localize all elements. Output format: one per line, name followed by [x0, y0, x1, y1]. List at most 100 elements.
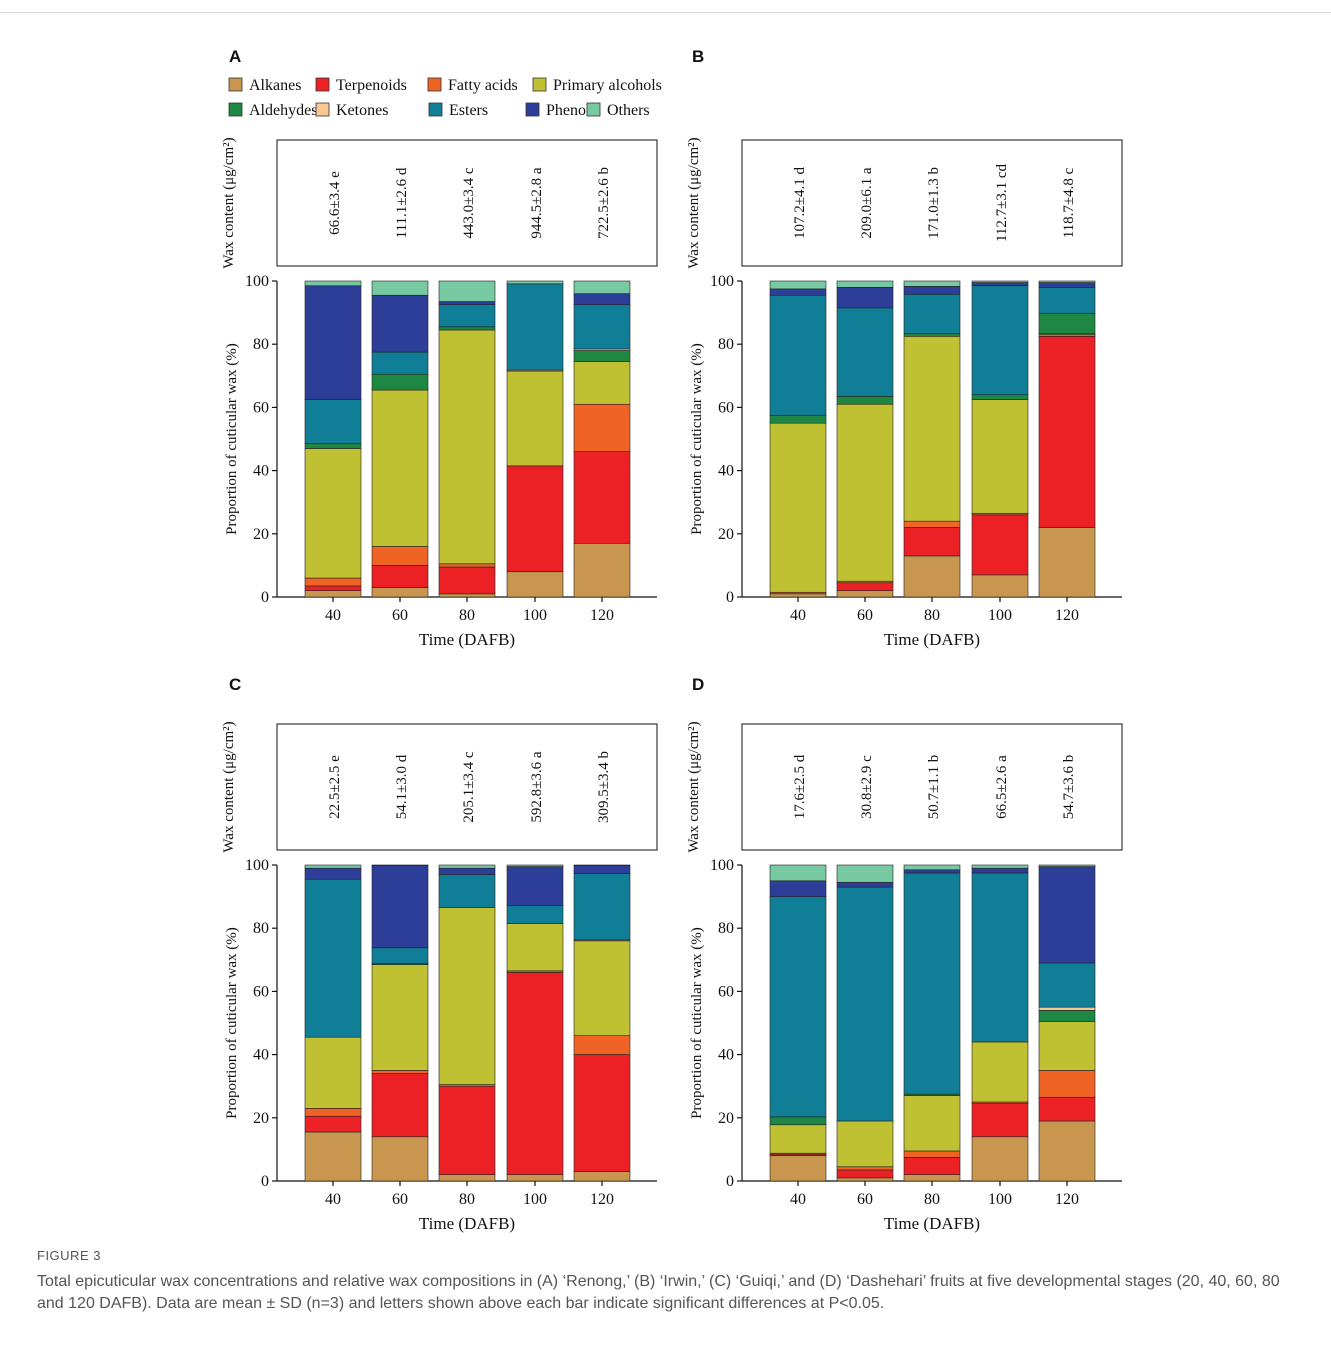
bar-segment-b-40-phenols	[769, 288, 827, 296]
bar-segment-b-40-alkanes	[769, 593, 827, 598]
y-tick-label-b-100: 100	[710, 273, 734, 290]
bar-segment-d-100-primary-alcohols	[971, 1041, 1029, 1103]
bar-segment-b-80-primary-alcohols	[903, 335, 961, 522]
bar-segment-d-120-esters	[1038, 962, 1096, 1008]
figure-canvas: Alkanes Terpenoids Fatty acids Primary alco…	[221, 47, 1123, 1233]
bar-segment-a-80-phenols	[438, 301, 496, 306]
x-tick-label-c-40: 40	[325, 1191, 341, 1208]
y-tick-label-d-60: 60	[718, 983, 734, 1000]
bar-segment-b-60-others	[836, 280, 894, 288]
bar-segment-d-60-fatty-acids	[836, 1166, 894, 1171]
bar-segment-b-80-aldehydes	[903, 333, 961, 337]
bar-segment-c-80-primary-alcohols	[438, 907, 496, 1085]
bar-segment-a-100-esters	[506, 283, 564, 371]
bar-segment-a-100-terpenoids	[506, 465, 564, 573]
wax-content-value-d-120: 54.7±3.6 b	[1061, 755, 1077, 819]
legend-label-fatty-acids: Fatty acids	[448, 77, 518, 94]
bar-segment-d-80-alkanes	[903, 1174, 961, 1182]
x-axis-label-c: Time (DAFB)	[419, 1214, 515, 1233]
bar-segment-a-60-primary-alcohols	[371, 389, 429, 547]
wax-content-value-a-120: 722.5±2.6 b	[596, 167, 612, 239]
legend-label-phenols: Phenols	[546, 102, 597, 119]
y-tick-label-a-0: 0	[261, 589, 269, 606]
bar-segment-b-60-esters	[836, 307, 894, 397]
bar-segment-d-40-aldehydes	[769, 1116, 827, 1126]
bar-segment-d-80-others	[903, 864, 961, 871]
y-tick-label-c-100: 100	[245, 857, 269, 874]
bar-segment-a-80-aldehydes	[438, 326, 496, 331]
x-tick-label-b-80: 80	[924, 607, 940, 624]
bar-segment-c-60-alkanes	[371, 1136, 429, 1182]
bar-segment-c-100-others	[506, 864, 564, 867]
bar-segment-b-100-alkanes	[971, 574, 1029, 598]
bar-segment-c-60-others	[371, 864, 429, 866]
bar-segment-c-60-phenols	[371, 865, 429, 949]
bar-segment-b-120-others	[1038, 280, 1096, 283]
bar-segment-a-40-aldehydes	[304, 443, 362, 449]
bar-segment-b-120-aldehydes	[1038, 312, 1096, 335]
wax-content-value-d-60: 30.8±2.9 c	[859, 755, 875, 819]
bar-segment-a-120-terpenoids	[573, 451, 631, 544]
bar-segment-d-120-phenols	[1038, 866, 1096, 964]
bar-segment-d-100-phenols	[971, 867, 1029, 874]
wax-content-value-c-120: 309.5±3.4 b	[596, 751, 612, 823]
caption-label: FIGURE 3	[37, 1248, 101, 1263]
bar-segment-c-40-others	[304, 864, 362, 869]
wax-content-value-d-40: 17.6±2.5 d	[792, 754, 808, 819]
bar-segment-d-60-alkanes	[836, 1177, 894, 1182]
bar-segment-a-40-fatty-acids	[304, 577, 362, 587]
bar-segment-a-40-phenols	[304, 285, 362, 400]
bar-segment-d-60-others	[836, 864, 894, 883]
x-tick-label-d-100: 100	[988, 1191, 1012, 1208]
y-tick-label-b-20: 20	[718, 526, 734, 543]
bar-segment-b-60-aldehydes	[836, 396, 894, 405]
bar-segment-c-60-primary-alcohols	[371, 964, 429, 1071]
bar-segment-a-60-fatty-acids	[371, 546, 429, 566]
bar-segment-c-40-primary-alcohols	[304, 1036, 362, 1109]
bar-segment-a-60-esters	[371, 351, 429, 375]
bar-segment-d-60-phenols	[836, 882, 894, 888]
bar-segment-a-120-esters	[573, 304, 631, 350]
x-tick-label-a-120: 120	[590, 607, 614, 624]
bar-segment-b-60-phenols	[836, 287, 894, 309]
y-tick-label-b-60: 60	[718, 399, 734, 416]
bar-segment-b-80-alkanes	[903, 555, 961, 598]
legend-swatch-aldehydes	[228, 102, 243, 117]
bar-segment-c-40-fatty-acids	[304, 1108, 362, 1117]
bar-segment-d-40-primary-alcohols	[769, 1124, 827, 1154]
bar-segment-c-120-fatty-acids	[573, 1035, 631, 1055]
legend-swatch-fatty-acids	[427, 77, 442, 92]
x-axis-label-a: Time (DAFB)	[419, 630, 515, 649]
wax-content-axis-label-a: Wax content (μg/cm²)	[221, 137, 237, 268]
bar-segment-a-80-terpenoids	[438, 566, 496, 595]
y-tick-label-a-100: 100	[245, 273, 269, 290]
panel-letter-a: A	[229, 47, 241, 66]
x-tick-label-a-40: 40	[325, 607, 341, 624]
bar-segment-a-40-others	[304, 280, 362, 287]
x-axis-label-b: Time (DAFB)	[884, 630, 980, 649]
legend-swatch-phenols	[525, 102, 540, 117]
wax-content-box-b	[741, 139, 1123, 267]
bar-segment-d-100-others	[971, 864, 1029, 869]
legend-label-terpenoids: Terpenoids	[336, 77, 407, 94]
bar-segment-b-100-terpenoids	[971, 514, 1029, 576]
bar-segment-a-100-primary-alcohols	[506, 370, 564, 467]
bar-segment-d-40-others	[769, 864, 827, 882]
bar-segment-b-120-esters	[1038, 287, 1096, 314]
bar-segment-a-120-others	[573, 280, 631, 294]
caption-text-body: Total epicuticular wax concentrations an…	[37, 1273, 1280, 1312]
bar-segment-b-80-fatty-acids	[903, 520, 961, 528]
panel-letter-d: D	[692, 675, 704, 694]
bar-segment-a-60-terpenoids	[371, 565, 429, 588]
wax-content-axis-label-d: Wax content (μg/cm²)	[686, 721, 702, 852]
wax-content-value-a-40: 66.6±3.4 e	[327, 171, 343, 235]
bar-segment-d-40-phenols	[769, 880, 827, 897]
wax-content-value-c-80: 205.1±3.4 c	[461, 751, 477, 822]
bar-segment-a-60-aldehydes	[371, 373, 429, 391]
bar-segment-d-60-primary-alcohols	[836, 1120, 894, 1168]
bar-segment-c-80-terpenoids	[438, 1085, 496, 1175]
bar-segment-c-120-alkanes	[573, 1171, 631, 1182]
bar-segment-c-80-others	[438, 864, 496, 869]
x-tick-label-c-60: 60	[392, 1191, 408, 1208]
y-tick-label-a-80: 80	[253, 336, 269, 353]
